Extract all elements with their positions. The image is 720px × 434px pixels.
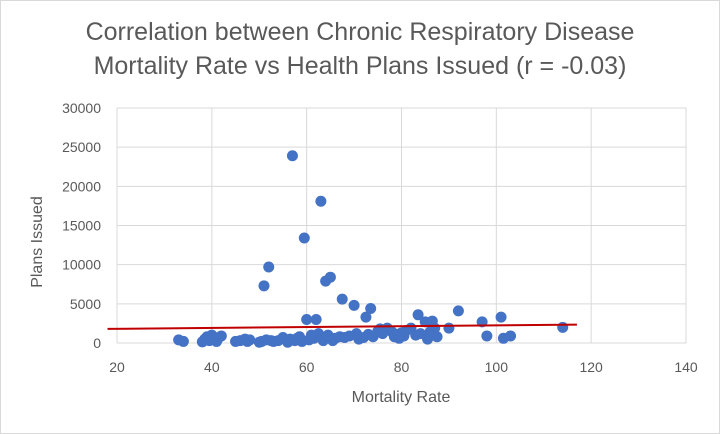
data-point — [310, 314, 322, 325]
data-point — [177, 335, 189, 347]
data-point — [495, 311, 507, 323]
data-point — [481, 330, 493, 342]
data-point — [324, 271, 336, 283]
data-point — [360, 311, 372, 323]
data-point — [263, 261, 275, 273]
y-axis-label: Plans Issued — [29, 196, 46, 288]
data-point — [315, 195, 327, 207]
data-points — [173, 150, 569, 348]
x-tick-label: 140 — [674, 359, 698, 375]
gridlines — [116, 107, 687, 344]
data-point — [365, 303, 377, 315]
x-tick-label: 120 — [579, 359, 603, 375]
data-point — [557, 321, 569, 333]
data-point — [505, 330, 517, 342]
x-tick-label: 80 — [394, 359, 410, 375]
data-point — [244, 334, 256, 346]
data-point — [286, 150, 298, 162]
x-axis-label: Mortality Rate — [352, 389, 451, 406]
data-point — [215, 330, 227, 342]
y-tick-label: 15000 — [62, 218, 101, 234]
data-point — [443, 322, 455, 334]
x-tick-label: 100 — [485, 359, 509, 375]
y-tick-label: 0 — [93, 335, 101, 351]
data-point — [258, 280, 270, 292]
data-point — [336, 293, 348, 305]
data-point — [412, 309, 424, 321]
chart-title-line-1: Correlation between Chronic Respiratory … — [85, 18, 635, 46]
y-tick-label: 5000 — [70, 296, 101, 312]
y-tick-label: 10000 — [62, 257, 101, 273]
x-tick-label: 40 — [204, 359, 220, 375]
x-axis-ticks: 20 40 60 80 100 120 140 — [109, 359, 698, 375]
data-point — [298, 232, 310, 244]
trendline — [107, 323, 577, 330]
y-tick-label: 30000 — [62, 100, 101, 116]
x-tick-label: 20 — [109, 359, 125, 375]
chart-title-line-2: Mortality Rate vs Health Plans Issued (r… — [93, 52, 627, 80]
y-tick-label: 25000 — [62, 139, 101, 155]
y-tick-label: 20000 — [62, 178, 101, 194]
data-point — [301, 314, 313, 325]
data-point — [452, 305, 464, 317]
data-point — [431, 331, 443, 343]
x-tick-label: 60 — [299, 359, 315, 375]
y-axis-ticks: 0 5000 10000 15000 20000 25000 30000 — [62, 100, 101, 351]
data-point — [348, 299, 360, 311]
